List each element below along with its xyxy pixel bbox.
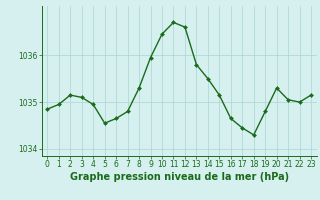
X-axis label: Graphe pression niveau de la mer (hPa): Graphe pression niveau de la mer (hPa) bbox=[70, 172, 289, 182]
